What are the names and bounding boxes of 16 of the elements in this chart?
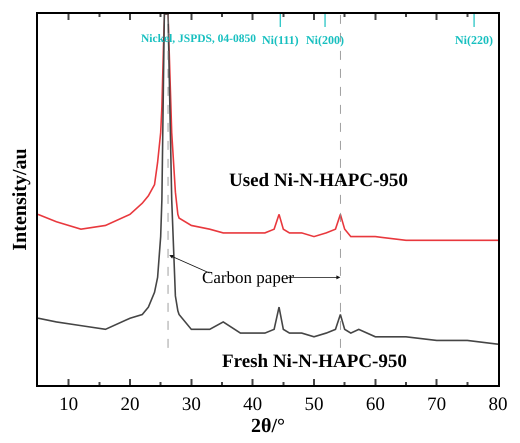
x-tick-label: 60 (366, 394, 385, 415)
x-tick-label: 20 (120, 394, 140, 415)
text: Used Ni-N-HAPC-950 (229, 170, 408, 191)
x-tick-label: 50 (304, 394, 324, 415)
x-tick-label: 40 (243, 394, 262, 415)
ref-line-label: Ni(220) (455, 33, 493, 47)
ref-line-label: Ni(200) (306, 33, 344, 47)
x-tick-label: 70 (427, 394, 446, 415)
series-label: Fresh Ni-N-HAPC-950 (222, 351, 407, 372)
x-tick-label: 10 (59, 394, 78, 415)
x-tick-label: 80 (488, 394, 508, 415)
x-tick-label: 30 (182, 394, 201, 415)
ref-line-label: Ni(111) (262, 33, 299, 47)
annotation: Carbon paper (202, 268, 294, 287)
x-axis-title: 2θ/° (251, 414, 285, 437)
y-axis-title: Intensity/au (9, 148, 31, 251)
